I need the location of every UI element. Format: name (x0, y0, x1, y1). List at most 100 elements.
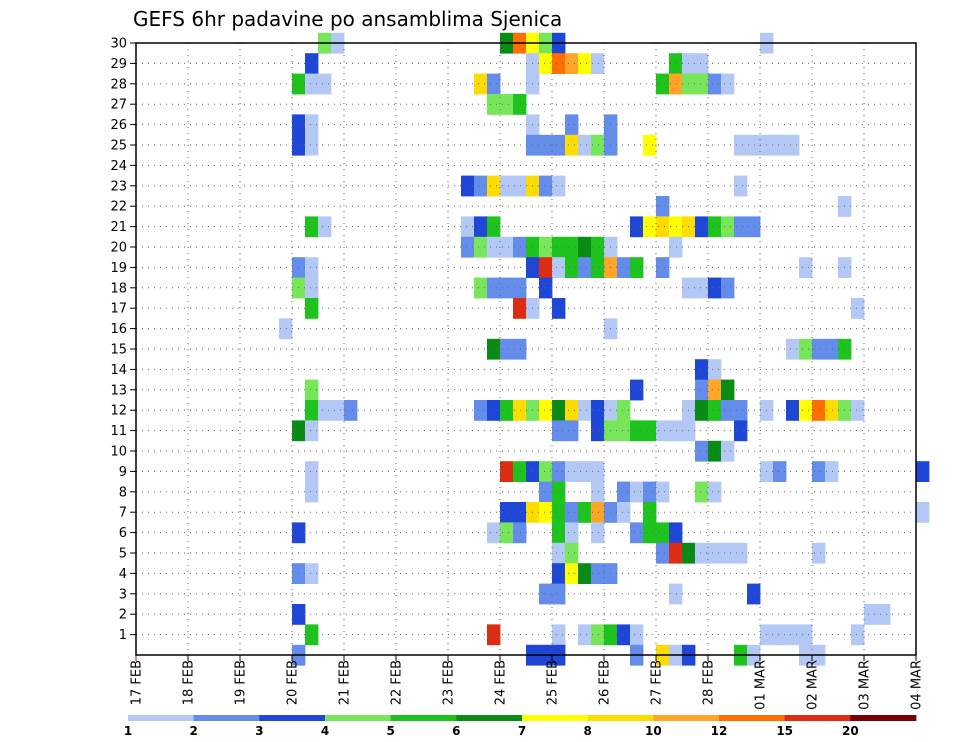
heatmap-cell (708, 400, 722, 421)
heatmap-cell (656, 542, 670, 564)
y-axis: 1234567891011121314151617181920212223242… (110, 37, 136, 643)
heatmap-cell (617, 420, 631, 442)
heatmap-cell (513, 522, 527, 544)
heatmap-cell (708, 379, 722, 401)
heatmap-cell (578, 400, 592, 421)
heatmap-cell (617, 481, 631, 503)
heatmap-cell (630, 522, 644, 544)
legend-swatch (784, 715, 851, 721)
heatmap-cell (513, 502, 527, 523)
heatmap-cell (305, 134, 319, 156)
heatmap-cell (513, 298, 527, 319)
heatmap-cell (500, 400, 514, 421)
heatmap-cell (825, 461, 839, 482)
y-tick-label: 15 (110, 343, 127, 358)
x-tick-label: 02 MAR (806, 660, 821, 710)
heatmap-cell (591, 522, 605, 544)
heatmap-cell (734, 216, 748, 238)
heatmap-cell (617, 502, 631, 523)
heatmap-cell (487, 400, 501, 421)
heatmap-cell (812, 400, 826, 421)
heatmap-cell (708, 216, 722, 238)
heatmap-cell (474, 236, 488, 258)
y-tick-label: 9 (119, 465, 127, 480)
legend-swatch (259, 715, 326, 721)
heatmap-cell (708, 359, 722, 380)
heatmap-cell (305, 400, 319, 421)
heatmap-cell (513, 338, 527, 360)
y-tick-label: 1 (119, 628, 127, 643)
heatmap-cell (305, 277, 319, 299)
heatmap-cell (305, 420, 319, 442)
heatmap-cell (578, 236, 592, 258)
heatmap-cell (305, 624, 319, 646)
heatmap-cell (695, 216, 709, 238)
heatmap-cell (552, 420, 566, 442)
heatmap-cell (500, 502, 514, 523)
heatmap-cell (656, 73, 670, 95)
heatmap-cell (565, 502, 579, 523)
heatmap-cell (539, 236, 553, 258)
heatmap-cell (877, 604, 891, 625)
heatmap-cell (669, 73, 683, 95)
heatmap-cell (591, 502, 605, 523)
legend-tick-label: 20 (842, 724, 859, 738)
legend-swatch (325, 715, 392, 721)
x-tick-label: 22 FEB (390, 660, 405, 705)
heatmap-cell (591, 461, 605, 482)
heatmap-cell (708, 481, 722, 503)
heatmap-cell (669, 522, 683, 544)
heatmap-cell (591, 400, 605, 421)
heatmap-cell (630, 257, 644, 278)
heatmap-cell (799, 338, 813, 360)
heatmap-cell (539, 257, 553, 278)
heatmap-cell (786, 338, 800, 360)
legend-swatch (128, 715, 195, 721)
heatmap-cell (708, 277, 722, 299)
heatmap-cell (656, 522, 670, 544)
heatmap-cell (565, 542, 579, 564)
heatmap-cell (487, 338, 501, 360)
y-tick-label: 13 (110, 383, 127, 398)
x-tick-label: 18 FEB (182, 660, 197, 705)
heatmap-cell (565, 461, 579, 482)
y-tick-label: 30 (110, 37, 127, 52)
x-tick-label: 04 MAR (910, 660, 925, 710)
heatmap-cell (734, 400, 748, 421)
legend-swatch (456, 715, 523, 721)
chart-title: GEFS 6hr padavine po ansamblima Sjenica (133, 7, 562, 31)
legend-tick-label: 4 (321, 724, 329, 738)
heatmap-cell (708, 542, 722, 564)
y-tick-label: 7 (119, 506, 127, 521)
heatmap-cell (552, 175, 566, 197)
heatmap-cell (461, 175, 475, 197)
heatmap-cell (305, 461, 319, 482)
heatmap-cell (565, 420, 579, 442)
heatmap-cell (513, 461, 527, 482)
heatmap-cell (305, 114, 319, 136)
heatmap-cell (513, 94, 527, 115)
y-tick-label: 12 (110, 404, 127, 419)
legend-tick-label: 6 (452, 724, 460, 738)
heatmap-cell (825, 338, 839, 360)
heatmap-cell (786, 400, 800, 421)
heatmap-cell (695, 53, 709, 74)
heatmap-cell (734, 420, 748, 442)
heatmap-cell (734, 175, 748, 197)
heatmap-cell (565, 522, 579, 544)
heatmap-cell (552, 257, 566, 278)
heatmap-cell (656, 196, 670, 217)
heatmap-cell (812, 542, 826, 564)
legend-swatch (522, 715, 589, 721)
heatmap-cell (721, 216, 735, 238)
x-tick-label: 03 MAR (858, 660, 873, 710)
legend-swatch (587, 715, 654, 721)
x-tick-label: 21 FEB (338, 660, 353, 705)
heatmap-cell (474, 277, 488, 299)
heatmap-cell (773, 624, 787, 646)
heatmap-cell (734, 134, 748, 156)
heatmap-cell (591, 563, 605, 584)
heatmap-cell (539, 175, 553, 197)
y-tick-label: 14 (110, 363, 127, 378)
heatmap-cell (825, 400, 839, 421)
